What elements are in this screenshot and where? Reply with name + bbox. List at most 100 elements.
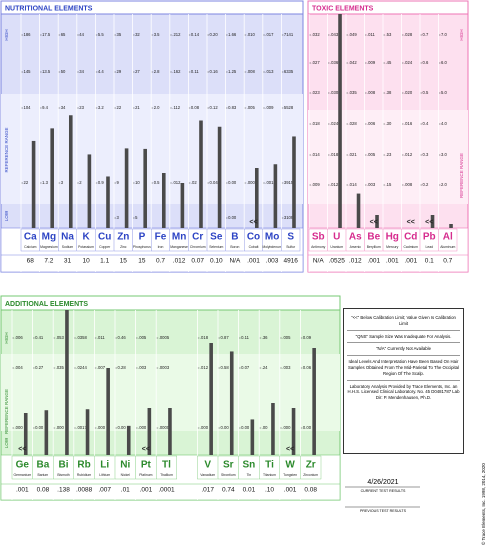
element-name: Tungsten	[283, 473, 297, 477]
result-bar	[250, 419, 255, 455]
result-value: .001	[284, 487, 297, 494]
scale-label: .014	[312, 152, 321, 157]
element-symbol: Ba	[37, 460, 50, 471]
scale-label: .003	[367, 182, 376, 187]
element-symbol: Rb	[77, 460, 90, 471]
scale-label: 10	[135, 180, 140, 185]
scale-label: 0.00	[118, 425, 127, 430]
result-value: .001	[404, 258, 417, 265]
element-symbol: Sr	[223, 460, 234, 471]
scale-label: .0000	[159, 425, 170, 430]
scale-label: .005	[367, 152, 376, 157]
result-value: .012	[173, 258, 186, 265]
scale-label: 6.0	[441, 60, 447, 65]
element-symbol: Mn	[172, 232, 186, 243]
scale-label: .003	[282, 365, 291, 370]
scale-label: .006	[15, 335, 24, 340]
scale-label: 0.16	[210, 69, 219, 74]
scale-label: .162	[172, 69, 181, 74]
element-name: Titanium	[263, 473, 276, 477]
element-symbol: As	[349, 232, 362, 243]
reference-band	[308, 110, 468, 204]
scale-label: .003	[138, 365, 147, 370]
scale-label: 0.20	[210, 32, 219, 37]
result-value: .017	[201, 487, 214, 494]
element-symbol: Pt	[141, 460, 152, 471]
scale-label: .0358	[76, 335, 87, 340]
element-symbol: Be	[367, 232, 380, 243]
scale-label: .30	[386, 121, 392, 126]
scale-label: .0369	[330, 60, 341, 65]
scale-label: .000	[97, 425, 106, 430]
element-name: Strontium	[221, 473, 236, 477]
result-bar	[375, 215, 379, 228]
element-name: Zirconium	[303, 473, 318, 477]
result-value: .001	[386, 258, 399, 265]
scale-label: .000	[247, 180, 256, 185]
result-bar	[217, 126, 222, 228]
scale-label: 0.11	[241, 335, 250, 340]
scale-label: .000	[282, 425, 291, 430]
scale-label: 34	[61, 105, 66, 110]
scale-label: 21	[135, 105, 140, 110]
element-symbol: Zr	[306, 460, 316, 471]
scale-label: 1.3	[42, 180, 48, 185]
result-bar	[50, 128, 54, 228]
result-bar	[68, 115, 73, 228]
result-value: 0.74	[222, 487, 235, 494]
scale-label: .23	[386, 152, 392, 157]
scale-label: .009	[367, 60, 376, 65]
element-symbol: Al	[443, 232, 453, 243]
result-value: .001	[247, 258, 260, 265]
element-name: Manganese	[170, 245, 188, 249]
result-bar	[180, 183, 185, 228]
scale-label: 2	[79, 180, 82, 185]
element-symbol: Na	[61, 232, 74, 243]
scale-label: 7.0	[441, 32, 447, 37]
element-symbol: K	[82, 232, 90, 243]
result-bar	[291, 408, 296, 455]
scale-label: 0.6	[423, 60, 429, 65]
scale-label: .017	[265, 32, 274, 37]
result-value: .0088	[76, 487, 93, 494]
scale-label: .45	[386, 60, 392, 65]
scale-label: 0.07	[241, 365, 250, 370]
element-symbol: Mo	[265, 232, 279, 243]
copyright: © Trace Elements, Inc. 1998, 2014, 2020	[480, 463, 486, 545]
scale-label: .0246	[330, 121, 341, 126]
result-value: 4916	[283, 258, 298, 265]
scale-label: .009	[312, 182, 321, 187]
result-bar	[23, 413, 28, 455]
element-name: Calcium	[24, 245, 36, 249]
scale-label: .0017	[76, 425, 87, 430]
scale-label: 0.27	[35, 365, 44, 370]
scale-label: 1.66	[228, 32, 237, 37]
axis-range: REFERENCE RANGE	[4, 127, 9, 172]
scale-label: 0.9	[98, 180, 104, 185]
scale-label: 3	[117, 215, 120, 220]
element-symbol: V	[204, 460, 211, 471]
scale-label: .028	[404, 32, 413, 37]
scale-label: 0.00	[228, 215, 237, 220]
element-symbol: W	[285, 460, 295, 471]
scale-label: .005	[247, 105, 256, 110]
scale-label: .028	[349, 121, 358, 126]
scale-label: 27	[135, 69, 140, 74]
result-value: .001	[140, 487, 153, 494]
result-bar	[85, 409, 90, 455]
scale-label: 0.46	[118, 335, 127, 340]
scale-label: .024	[404, 60, 413, 65]
scale-label: 13.5	[42, 69, 51, 74]
result-bar	[147, 408, 152, 455]
scale-label: 2.0	[154, 105, 160, 110]
panel-title-bar	[0, 0, 304, 15]
scale-label: 29	[117, 69, 122, 74]
element-name: Molybdenum	[262, 245, 282, 249]
scale-label: .112	[172, 105, 181, 110]
scale-label: .013	[265, 69, 274, 74]
element-name: Cobalt	[249, 245, 259, 249]
result-value: 10	[82, 258, 90, 265]
scale-label: 0.28	[118, 365, 127, 370]
panel-title: TOXIC ELEMENTS	[312, 5, 374, 12]
element-name: Bismuth	[57, 473, 69, 477]
